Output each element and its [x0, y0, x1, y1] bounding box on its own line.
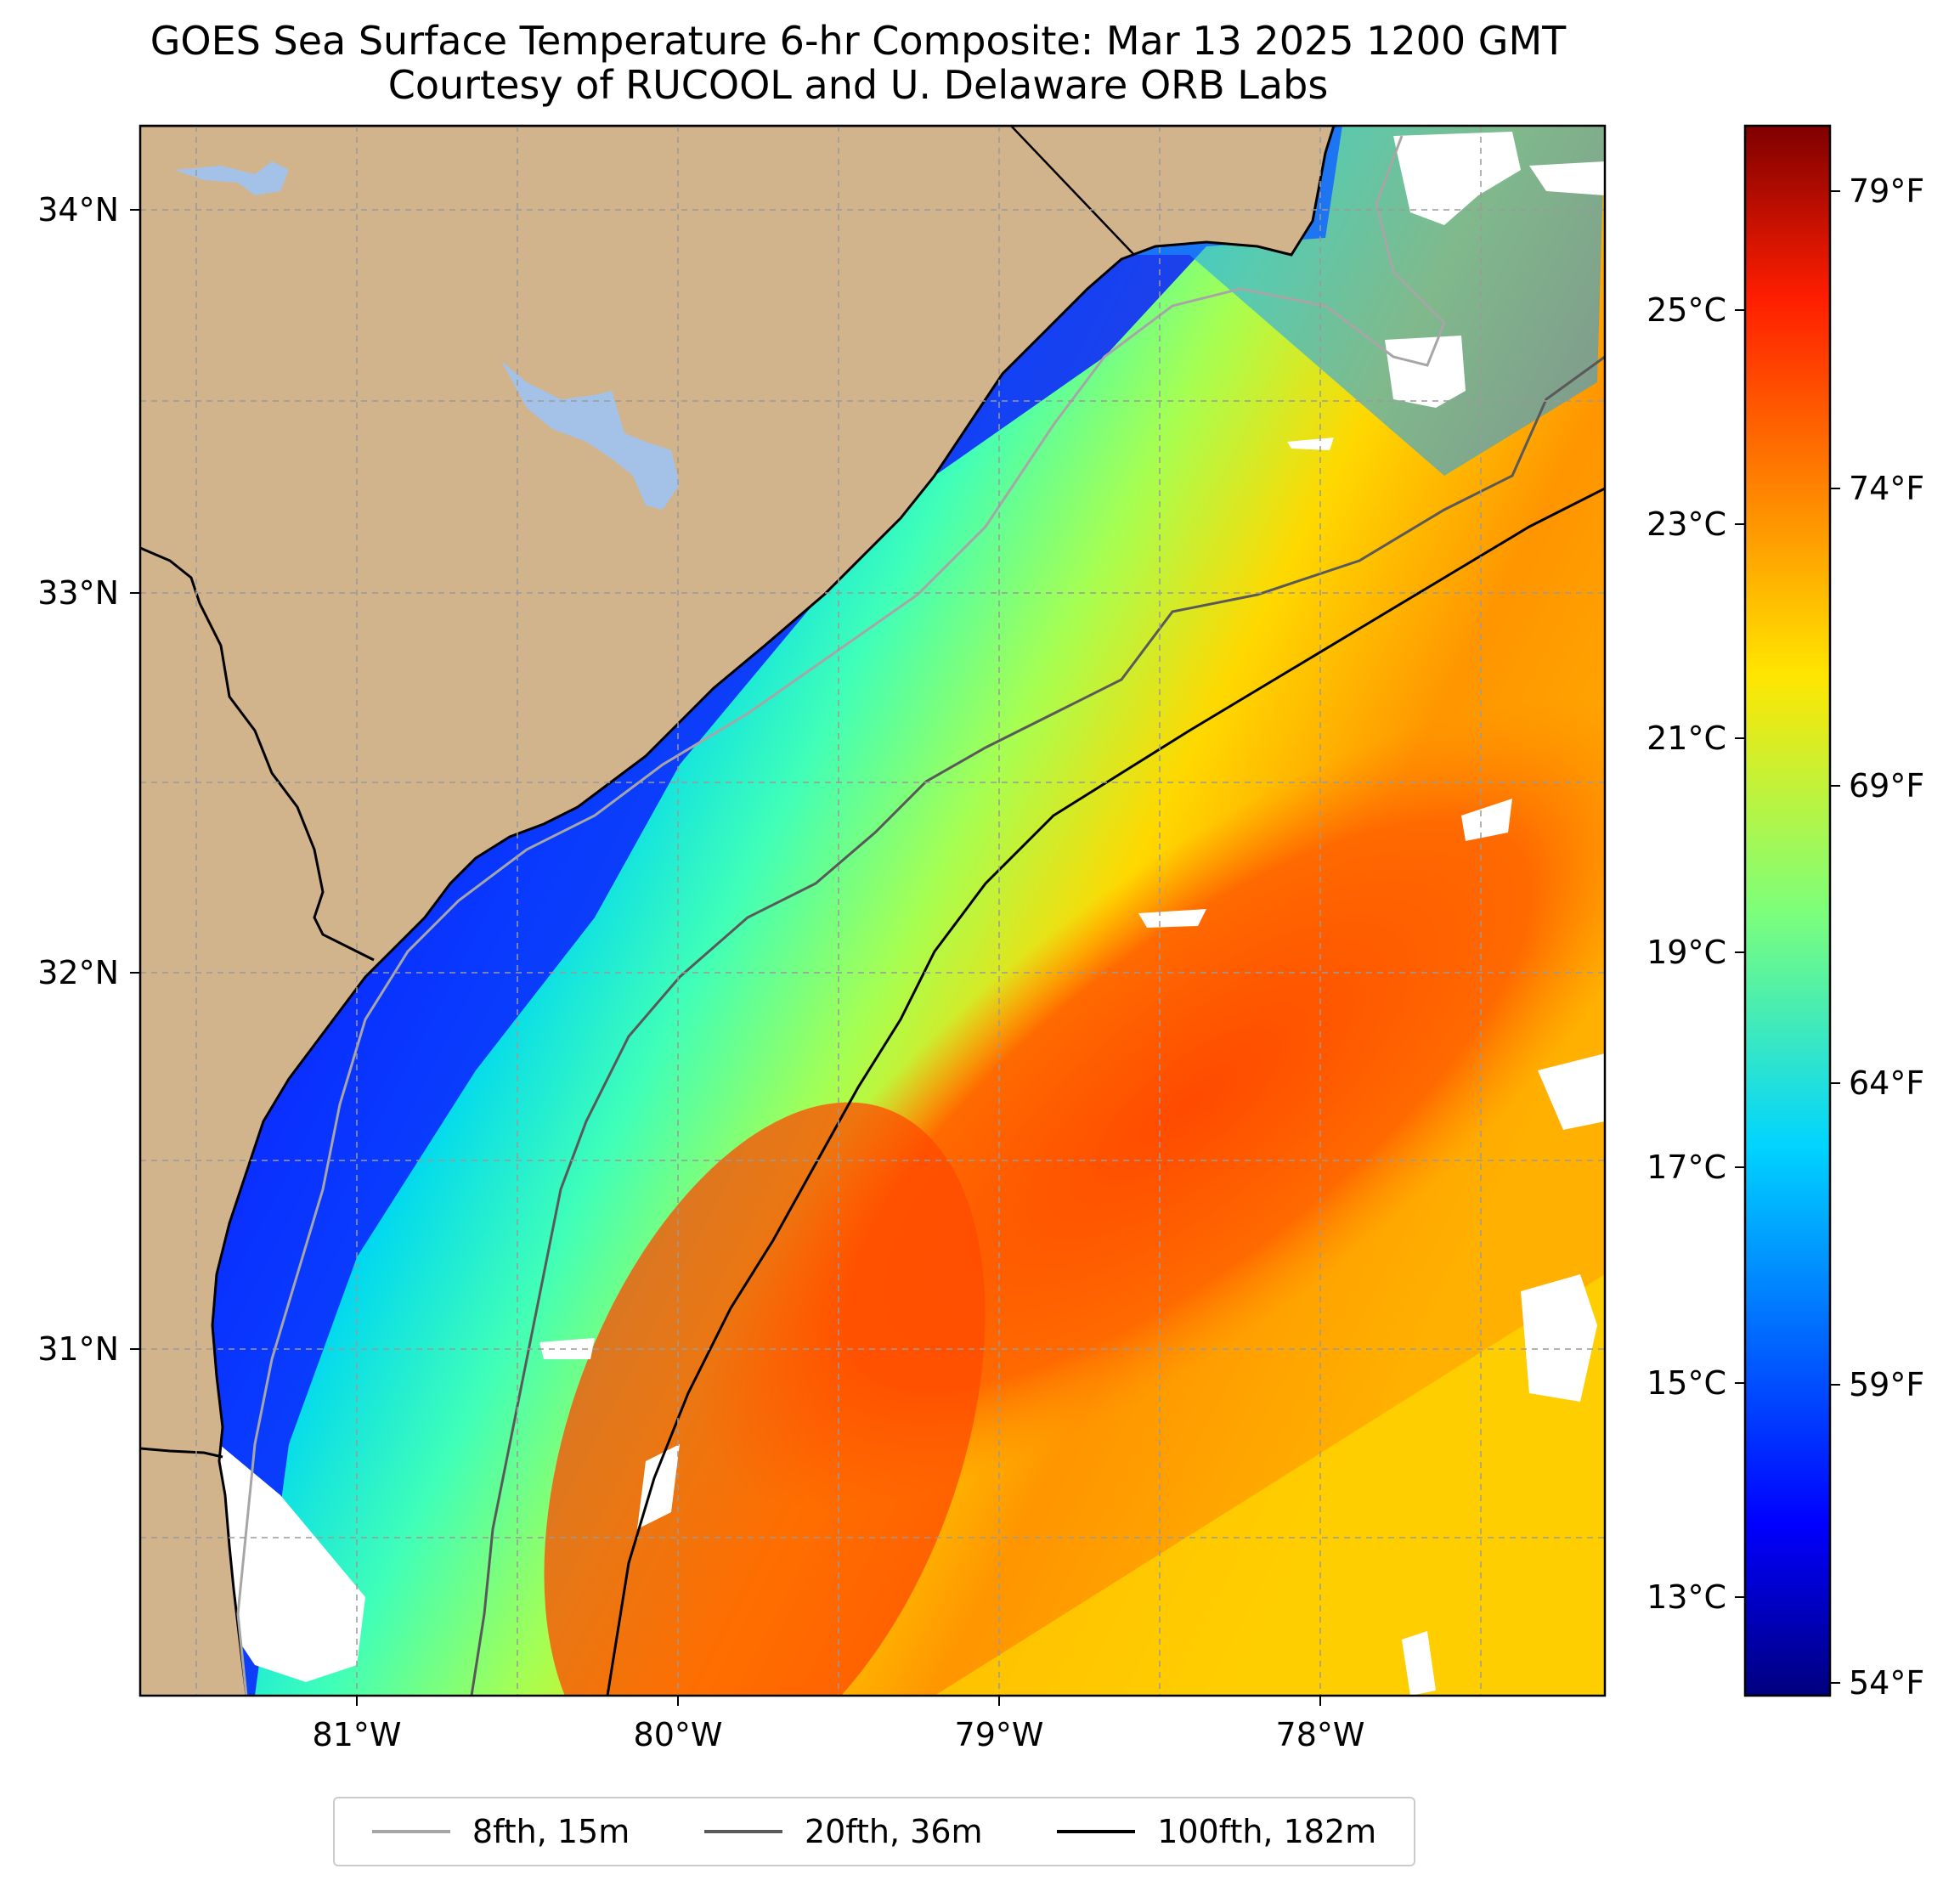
coastline	[140, 126, 1336, 1696]
title-line-1: GOES Sea Surface Temperature 6-hr Compos…	[150, 18, 1567, 64]
gridlines	[140, 126, 1605, 1696]
legend-label-100fth: 100fth, 182m	[1157, 1813, 1377, 1850]
contour-100fth	[606, 487, 1605, 1696]
state-border-ga-fl	[140, 1447, 223, 1459]
lake-marion-moultrie	[501, 361, 680, 510]
lon-label-79w: 79°W	[955, 1716, 1044, 1753]
legend-swatch-100fth	[1057, 1830, 1136, 1833]
lat-label-33n: 33°N	[37, 574, 119, 612]
colorbar-f-label-79: 79°F	[1849, 172, 1924, 210]
latitude-axis	[130, 209, 140, 1350]
legend-swatch-8fth	[371, 1830, 450, 1833]
colorbar-c-label-21: 21°C	[1647, 720, 1726, 757]
lon-label-81w: 81°W	[313, 1716, 402, 1753]
colorbar-c-label-15: 15°C	[1647, 1364, 1726, 1402]
longitude-axis	[356, 1696, 1321, 1706]
colorbar-c-label-13: 13°C	[1647, 1578, 1726, 1616]
colorbar-f-label-59: 59°F	[1849, 1366, 1924, 1403]
lake-north	[174, 161, 289, 195]
lon-label-80w: 80°W	[634, 1716, 723, 1753]
colorbar-celsius-ticks	[1735, 309, 1745, 1598]
title-line-2: Courtesy of RUCOOL and U. Delaware ORB L…	[387, 62, 1329, 108]
colorbar-c-label-19: 19°C	[1647, 934, 1726, 971]
contour-8fth	[236, 135, 1446, 1696]
colorbar-f-label-64: 64°F	[1849, 1064, 1924, 1102]
warm-offshore-water	[935, 1274, 1605, 1696]
legend-label-20fth: 20fth, 36m	[804, 1813, 983, 1850]
colorbar-f-label-54: 54°F	[1849, 1664, 1924, 1702]
map-area	[140, 126, 1605, 1696]
lon-label-78w: 78°W	[1276, 1716, 1365, 1753]
colorbar-c-label-25: 25°C	[1647, 291, 1726, 329]
colorbar-f-label-74: 74°F	[1849, 470, 1924, 507]
lat-label-34n: 34°N	[37, 191, 119, 229]
lat-label-32n: 32°N	[37, 954, 119, 991]
state-border-sc-ga	[140, 546, 375, 962]
land-mass	[140, 126, 1334, 1696]
colorbar-fahrenheit-ticks	[1830, 190, 1840, 1684]
colorbar	[1743, 124, 1832, 1697]
no-data-patches	[219, 132, 1605, 1696]
contour-20fth	[470, 355, 1605, 1696]
colorbar-c-label-23: 23°C	[1647, 505, 1726, 543]
legend-item-100fth: 100fth, 182m	[1057, 1813, 1376, 1850]
contour-legend: 8fth, 15m 20fth, 36m 100fth, 182m	[333, 1797, 1415, 1866]
legend-swatch-20fth	[703, 1830, 782, 1833]
state-border-nc-sc	[1010, 126, 1135, 256]
colorbar-c-label-17: 17°C	[1647, 1149, 1726, 1186]
colorbar-f-label-69: 69°F	[1849, 767, 1924, 805]
map-title: GOES Sea Surface Temperature 6-hr Compos…	[0, 19, 1716, 107]
legend-label-8fth: 8fth, 15m	[472, 1813, 630, 1850]
map-frame	[138, 124, 1607, 1697]
lat-label-31n: 31°N	[37, 1330, 119, 1368]
gulf-stream-warm-tongue	[544, 1102, 986, 1696]
legend-item-20fth: 20fth, 36m	[703, 1813, 983, 1850]
legend-item-8fth: 8fth, 15m	[371, 1813, 630, 1850]
